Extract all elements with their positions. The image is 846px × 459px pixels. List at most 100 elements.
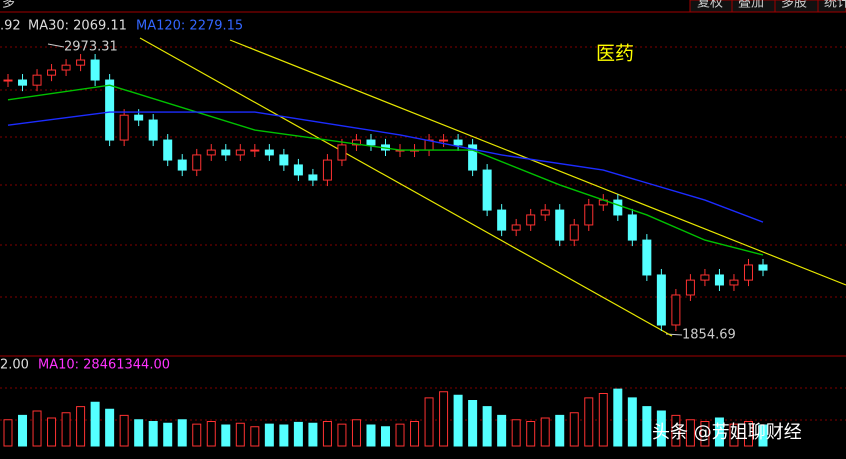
volume-bar <box>250 426 260 447</box>
volume-bar <box>627 397 637 447</box>
volume-bar <box>526 421 536 447</box>
volume-bar <box>598 393 608 447</box>
ma120-line <box>7 111 764 223</box>
candle <box>293 164 303 176</box>
volume-bar <box>395 423 405 447</box>
trend-lines <box>139 37 846 337</box>
volume-bar <box>366 424 376 447</box>
candle <box>351 139 361 146</box>
volume-bar <box>119 414 129 447</box>
volume-bar <box>279 424 289 447</box>
volume-legend-prefix: 2.00 <box>0 358 29 373</box>
toolbar: 多 复权 叠加 多股 统计 <box>2 0 846 13</box>
volume-bar <box>555 414 565 447</box>
candle <box>47 69 57 76</box>
volume-bar <box>439 391 449 447</box>
toolbar-button[interactable]: 叠加 <box>738 0 764 11</box>
volume-bar <box>105 408 115 447</box>
ma30-label: MA30: 2069.11 <box>28 19 127 34</box>
candle <box>569 224 579 241</box>
candle <box>279 154 289 166</box>
volume-bar <box>700 421 710 447</box>
volume-bar <box>90 401 100 447</box>
volume-bar <box>424 397 434 447</box>
volume-bar <box>468 400 478 447</box>
volume-bar <box>47 417 57 447</box>
candle <box>366 139 376 146</box>
candle <box>526 214 536 226</box>
candle <box>235 149 245 156</box>
low-label: 1854.69 <box>682 328 736 343</box>
volume-bar <box>540 417 550 447</box>
volume-bar <box>148 421 158 447</box>
ma120-label: MA120: 2279.15 <box>136 19 243 34</box>
volume-ma10-label: MA10: 28461344.00 <box>38 358 170 373</box>
volume-bar <box>497 414 507 447</box>
candle <box>90 59 100 81</box>
volume-bar <box>584 397 594 447</box>
candle <box>671 294 681 326</box>
volume-bar <box>235 422 245 447</box>
volume-bar <box>685 419 695 447</box>
volume-bar <box>32 410 42 447</box>
volume-bar <box>221 424 231 447</box>
volume-bar <box>410 421 420 447</box>
candle <box>729 279 739 286</box>
volume-bar <box>453 394 463 447</box>
candle <box>511 224 521 231</box>
candle <box>163 139 173 161</box>
volume-bar <box>206 421 216 447</box>
volume-bar <box>511 419 521 447</box>
watermark: 头条 @芳姐聊财经 <box>652 422 802 443</box>
toolbar-button[interactable]: 多股 <box>781 0 807 11</box>
candle <box>206 149 216 156</box>
candle <box>18 79 28 86</box>
volume-bar <box>163 422 173 447</box>
toolbar-button[interactable]: 统计 <box>824 0 846 11</box>
volume-bar <box>18 414 28 447</box>
candle <box>177 159 187 171</box>
candle <box>758 264 768 271</box>
volume-bar <box>758 424 768 447</box>
candle <box>322 159 332 181</box>
candle <box>540 209 550 216</box>
volume-bar <box>569 412 579 447</box>
candle <box>743 264 753 281</box>
volume-bar <box>613 388 623 447</box>
candle <box>555 209 565 241</box>
candle <box>32 74 42 86</box>
volume-bar <box>381 426 390 447</box>
toolbar-button[interactable]: 复权 <box>697 0 723 11</box>
candle <box>497 209 507 231</box>
volume-bar <box>177 419 187 447</box>
candle <box>613 199 623 216</box>
high-pointer <box>47 43 65 48</box>
candle <box>148 119 158 141</box>
candle <box>105 79 115 141</box>
candle <box>685 279 695 296</box>
candle <box>468 144 478 171</box>
volume-bar <box>671 414 681 447</box>
candle <box>192 154 202 171</box>
candle <box>119 114 129 141</box>
candle <box>627 214 637 241</box>
candle <box>482 169 492 211</box>
candle <box>3 79 13 82</box>
high-label: 2973.31 <box>64 40 118 55</box>
grid <box>0 46 846 421</box>
volume-bar <box>656 410 666 447</box>
candle <box>76 59 86 66</box>
toolbar-left: 多 <box>2 0 15 11</box>
volume-bar <box>714 417 724 447</box>
candle <box>337 144 347 161</box>
candle <box>584 204 594 226</box>
candle <box>439 139 449 142</box>
volume-bar <box>337 423 347 447</box>
volume-bar <box>134 419 144 447</box>
candle <box>642 239 652 276</box>
candle <box>308 174 318 181</box>
volume-bar <box>322 421 332 447</box>
legend-prefix: .92 <box>0 19 21 34</box>
ma30-line <box>7 84 764 256</box>
